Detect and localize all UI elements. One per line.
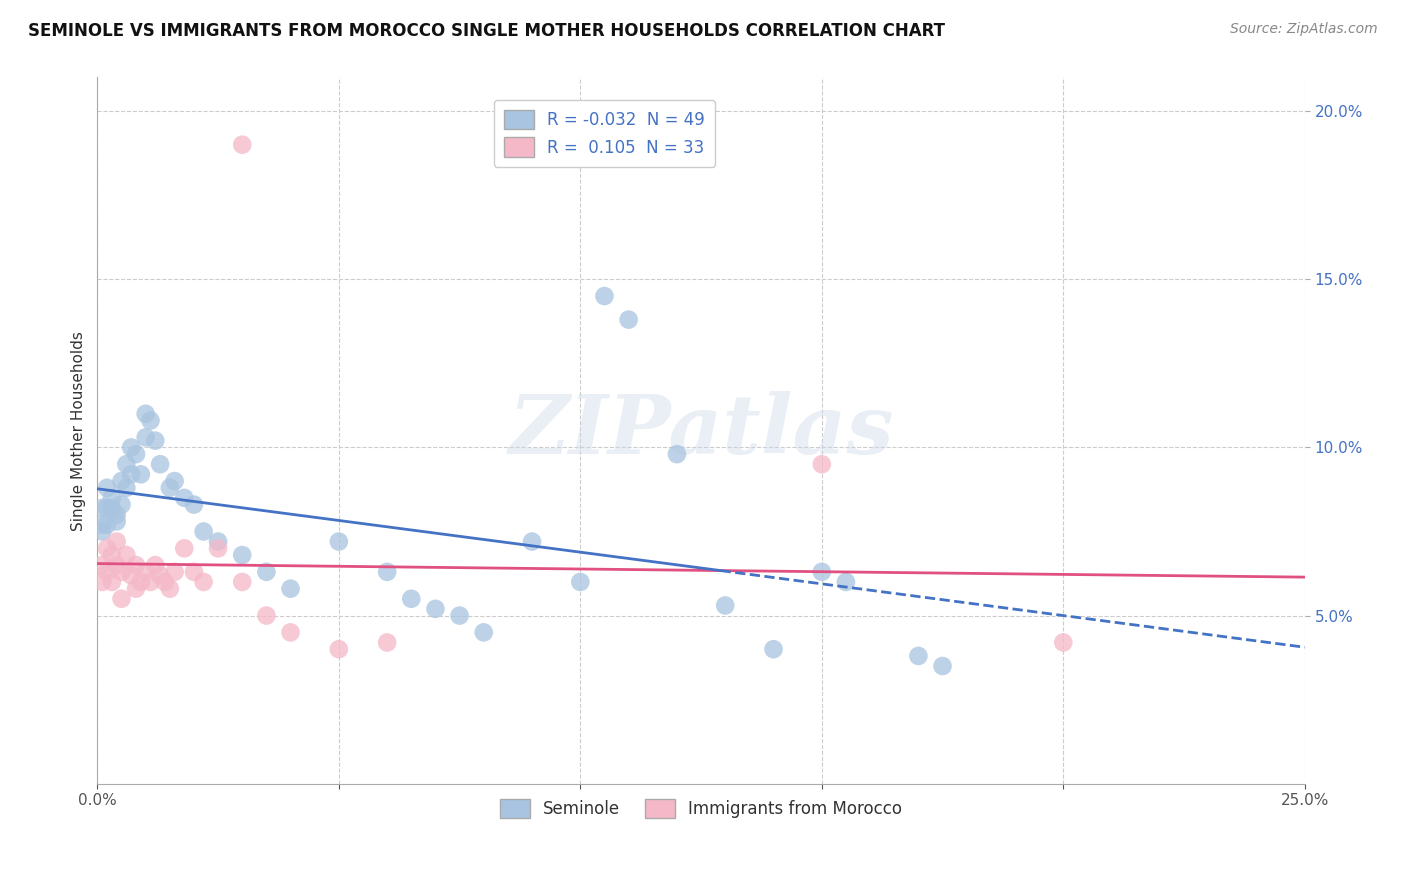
Point <box>110 565 132 579</box>
Point <box>207 534 229 549</box>
Point <box>101 500 124 515</box>
Point <box>129 574 152 589</box>
Point <box>163 474 186 488</box>
Point <box>472 625 495 640</box>
Point <box>520 534 543 549</box>
Point <box>115 457 138 471</box>
Point <box>120 467 142 482</box>
Text: SEMINOLE VS IMMIGRANTS FROM MOROCCO SINGLE MOTHER HOUSEHOLDS CORRELATION CHART: SEMINOLE VS IMMIGRANTS FROM MOROCCO SING… <box>28 22 945 40</box>
Point <box>328 534 350 549</box>
Point <box>110 498 132 512</box>
Point <box>328 642 350 657</box>
Point <box>105 515 128 529</box>
Point <box>101 491 124 505</box>
Point <box>110 474 132 488</box>
Point <box>425 602 447 616</box>
Point <box>593 289 616 303</box>
Point <box>125 582 148 596</box>
Point <box>101 548 124 562</box>
Point <box>105 508 128 522</box>
Point <box>762 642 785 657</box>
Point <box>280 582 302 596</box>
Point <box>115 548 138 562</box>
Point <box>811 457 834 471</box>
Point <box>143 558 166 573</box>
Point <box>207 541 229 556</box>
Point <box>159 481 181 495</box>
Point <box>231 137 253 152</box>
Point <box>96 481 118 495</box>
Point <box>1052 635 1074 649</box>
Point <box>96 565 118 579</box>
Point <box>96 517 118 532</box>
Point <box>714 599 737 613</box>
Point <box>617 312 640 326</box>
Point <box>115 481 138 495</box>
Point <box>101 574 124 589</box>
Point <box>105 558 128 573</box>
Point <box>665 447 688 461</box>
Point <box>149 457 172 471</box>
Y-axis label: Single Mother Households: Single Mother Households <box>72 331 86 531</box>
Legend: Seminole, Immigrants from Morocco: Seminole, Immigrants from Morocco <box>494 792 910 825</box>
Point <box>153 574 176 589</box>
Point <box>91 500 114 515</box>
Point <box>159 582 181 596</box>
Point <box>183 565 205 579</box>
Point <box>125 447 148 461</box>
Point <box>110 591 132 606</box>
Point <box>254 608 277 623</box>
Point <box>835 574 858 589</box>
Point <box>280 625 302 640</box>
Point <box>135 565 157 579</box>
Point <box>96 541 118 556</box>
Point <box>375 565 398 579</box>
Point <box>143 434 166 448</box>
Point <box>231 548 253 562</box>
Point <box>129 467 152 482</box>
Point <box>120 441 142 455</box>
Point <box>811 565 834 579</box>
Point <box>120 568 142 582</box>
Point <box>135 407 157 421</box>
Point <box>96 500 118 515</box>
Point <box>569 574 592 589</box>
Point <box>105 534 128 549</box>
Point <box>125 558 148 573</box>
Text: ZIPatlas: ZIPatlas <box>509 391 894 471</box>
Point <box>139 413 162 427</box>
Point <box>139 574 162 589</box>
Point <box>907 648 929 663</box>
Point <box>91 517 114 532</box>
Point <box>173 541 195 556</box>
Point <box>91 524 114 539</box>
Point <box>375 635 398 649</box>
Point <box>231 574 253 589</box>
Point <box>91 574 114 589</box>
Point <box>449 608 471 623</box>
Point <box>401 591 423 606</box>
Point <box>91 558 114 573</box>
Point <box>149 568 172 582</box>
Point <box>193 574 215 589</box>
Point <box>254 565 277 579</box>
Point <box>173 491 195 505</box>
Point <box>163 565 186 579</box>
Point <box>135 430 157 444</box>
Point <box>931 659 953 673</box>
Point <box>193 524 215 539</box>
Point <box>183 498 205 512</box>
Text: Source: ZipAtlas.com: Source: ZipAtlas.com <box>1230 22 1378 37</box>
